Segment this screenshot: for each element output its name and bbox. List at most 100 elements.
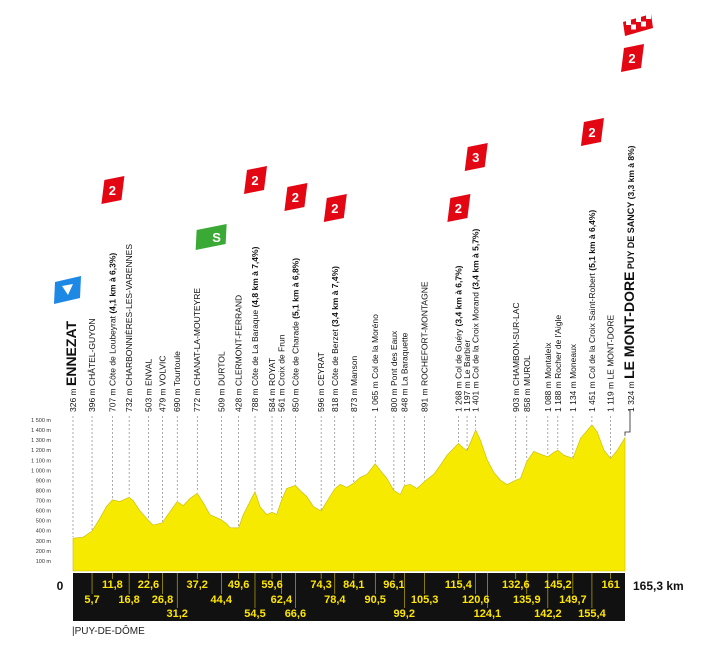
km-marker-label: 59,6 <box>261 579 282 591</box>
place-label-part: Croix de Frun <box>276 334 286 386</box>
place-label-part: 1 324 m <box>626 379 636 412</box>
x-end-label: 165,3 km <box>633 579 684 593</box>
place-label: 848 m La Baraquette <box>399 332 409 412</box>
place-label-part: 732 m <box>124 386 134 412</box>
km-marker-label: 66,6 <box>285 608 306 620</box>
place-label: 428 m CLERMONT-FERRAND <box>234 295 244 412</box>
place-label-part: LE MONT-DORE <box>621 272 637 379</box>
climb-badge <box>580 118 604 146</box>
km-marker-label: 84,1 <box>343 579 364 591</box>
place-label: 1 324 m LE MONT-DORE PUY DE SANCY (3,3 k… <box>621 145 637 412</box>
place-label-part: Col de la Croix Saint-Robert <box>587 272 597 378</box>
km-marker-label: 26,8 <box>152 594 173 606</box>
place-label-part: Côte de La Baraque <box>250 310 260 386</box>
place-label-part: (5,1 km à 6,8%) <box>290 258 300 321</box>
place-label: 1 088 m Montaleix <box>543 342 553 412</box>
place-label: 707 m Côte de Loubeyrat (4,1 km à 6,3%) <box>107 253 117 412</box>
place-label: 561 m Croix de Frun <box>276 334 286 412</box>
place-label-part: 891 m <box>420 386 430 412</box>
km-marker-label: 155,4 <box>578 608 606 620</box>
elevation-profile-area <box>72 424 626 572</box>
place-label: 732 m CHARBONNIÈRES-LES-VARENNES <box>124 244 134 412</box>
place-label-part: (3,3 km à 8%) <box>626 145 636 201</box>
km-marker-label: 31,2 <box>166 608 187 620</box>
place-label: 479 m VOLVIC <box>157 355 167 412</box>
place-label-part: DURTOL <box>216 351 226 386</box>
place-label-part: CHANAT-LA-MOUTEYRE <box>192 288 202 386</box>
y-tick-label: 800 m <box>36 488 52 494</box>
km-marker-label: 124,1 <box>474 608 502 620</box>
place-label-part: 1 188 m <box>553 379 563 412</box>
place-label-part: CHÂTEL-GUYON <box>87 318 97 386</box>
climb-category-label: 2 <box>331 201 338 216</box>
place-label-part: (3,4 km à 6,7%) <box>453 265 463 328</box>
place-label-part: Col de la Croix Morand <box>471 292 481 379</box>
climb-category-label: 2 <box>588 125 595 140</box>
place-label-part: Moneaux <box>568 343 578 379</box>
place-label-part: 903 m <box>511 386 521 412</box>
place-label: 596 m CEYRAT <box>316 352 326 412</box>
place-label-part: Rocher de l'Aigle <box>553 315 563 379</box>
finish-connector <box>624 410 631 436</box>
place-label-part: LE MONT-DORE <box>606 315 616 380</box>
place-label-part: 788 m <box>250 386 260 412</box>
place-label-part: ENNEZAT <box>63 320 79 386</box>
y-tick-label: 300 m <box>36 539 52 545</box>
place-label: 1 451 m Col de la Croix Saint-Robert (5,… <box>587 210 597 412</box>
y-tick-label: 700 m <box>36 499 52 505</box>
sprint-badge-label: S <box>212 230 221 245</box>
place-label-part: 428 m <box>234 386 244 412</box>
finish-flag-check <box>641 21 646 27</box>
place-label-part: Col de la Moréno <box>370 314 380 379</box>
place-label: 850 m Côte de Charade (5,1 km à 6,8%) <box>290 258 300 412</box>
climb-badge <box>621 44 644 72</box>
place-label: 584 m ROYAT <box>267 358 277 412</box>
y-tick-label: 1 100 m <box>31 458 51 464</box>
place-label-part: Tourtoule <box>172 351 182 386</box>
place-label-part: 690 m <box>172 386 182 412</box>
place-label-part: PUY DE SANCY <box>626 202 636 272</box>
region-label: |PUY-DE-DÔME <box>72 626 145 637</box>
start-arrow-icon <box>62 284 73 295</box>
y-tick-label: 600 m <box>36 509 52 515</box>
climb-category-label: 2 <box>292 190 299 205</box>
place-label-part: CLERMONT-FERRAND <box>234 295 244 386</box>
place-label-part: 1 088 m <box>543 379 553 412</box>
place-label-part: 396 m <box>87 386 97 412</box>
place-label-part: 818 m <box>330 386 340 412</box>
climb-category-label: 2 <box>251 173 258 188</box>
km-marker-label: 74,3 <box>310 579 331 591</box>
finish-flag <box>623 14 653 36</box>
place-label-part: 850 m <box>290 386 300 412</box>
finish-flag-check <box>646 14 651 19</box>
place-label-part: 848 m <box>399 386 409 412</box>
km-marker-label: 142,2 <box>534 608 562 620</box>
place-label: 903 m CHAMBON-SUR-LAC <box>511 302 521 412</box>
place-label-part: 1 401 m <box>471 379 481 412</box>
km-marker-label: 44,4 <box>211 594 233 606</box>
place-label: 1 134 m Moneaux <box>568 343 578 412</box>
place-label: 818 m Côte de Berzet (3,4 km à 7,4%) <box>330 266 340 412</box>
y-tick-label: 1 000 m <box>31 468 51 474</box>
place-label: 503 m ENVAL <box>143 358 153 412</box>
place-label-part: 1 451 m <box>587 379 597 412</box>
place-label-part: La Baraquette <box>399 332 409 386</box>
y-tick-label: 1 400 m <box>31 428 51 434</box>
climb-category-label: 2 <box>455 201 462 216</box>
place-label: 1 401 m Col de la Croix Morand (3,4 km à… <box>471 229 481 412</box>
place-label-part: ROYAT <box>267 358 277 386</box>
finish-flag-check <box>631 24 636 30</box>
y-tick-label: 100 m <box>36 559 52 565</box>
km-marker-label: 54,5 <box>244 608 265 620</box>
place-label-part: CHAMBON-SUR-LAC <box>511 302 521 386</box>
km-marker-label: 78,4 <box>324 594 346 606</box>
km-marker-label: 149,7 <box>559 594 587 606</box>
place-label: 1 268 m Col de Guéry (3,4 km à 6,7%) <box>453 265 463 412</box>
place-label-part: Côte de Charade <box>290 321 300 386</box>
km-band <box>73 573 625 621</box>
place-label-part: 1 119 m <box>606 380 616 412</box>
place-label: 509 m DURTOL <box>216 351 226 412</box>
place-label-part: 858 m <box>522 386 532 412</box>
place-label-part: 1 065 m <box>370 379 380 412</box>
finish-flag-check <box>636 17 641 22</box>
